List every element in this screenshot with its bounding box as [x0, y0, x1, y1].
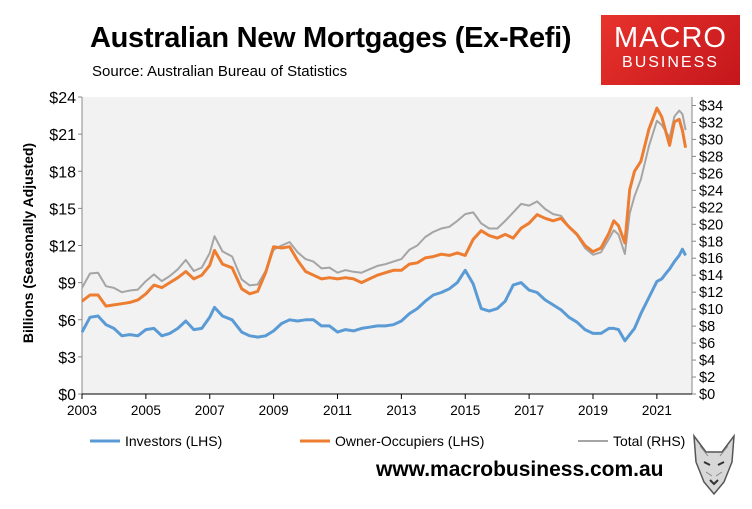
y2-tick-label: $24: [699, 183, 723, 199]
x-tick-label: 2021: [642, 403, 672, 418]
y2-tick-label: $12: [699, 285, 723, 301]
y-tick-label: $18: [49, 164, 76, 181]
y2-tick-label: $32: [699, 115, 723, 131]
chart-source: Source: Australian Bureau of Statistics: [92, 63, 348, 80]
chart-title: Australian New Mortgages (Ex-Refi): [90, 22, 572, 54]
x-tick-label: 2009: [259, 403, 289, 418]
x-tick-label: 2019: [578, 403, 608, 418]
x-tick-label: 2007: [195, 403, 225, 418]
x-tick-label: 2015: [450, 403, 480, 418]
x-tick-label: 2005: [131, 403, 161, 418]
y2-tick-label: $26: [699, 166, 723, 182]
plot-area: [82, 97, 692, 394]
wolf-mascot-icon: [693, 433, 735, 496]
y-tick-label: $6: [58, 313, 76, 330]
website-url: www.macrobusiness.com.au: [376, 458, 664, 481]
y-tick-label: $0: [58, 387, 76, 404]
x-tick-label: 2017: [514, 403, 544, 418]
y2-tick-label: $34: [699, 98, 723, 114]
y2-tick-label: $8: [699, 319, 715, 335]
y2-tick-label: $18: [699, 234, 723, 250]
y2-tick-label: $4: [699, 353, 715, 369]
y2-tick-label: $20: [699, 217, 723, 233]
y2-tick-label: $30: [699, 132, 723, 148]
y-tick-label: $24: [49, 90, 76, 107]
y2-tick-label: $2: [699, 370, 715, 386]
y2-tick-label: $28: [699, 149, 723, 165]
y2-tick-label: $10: [699, 302, 723, 318]
y-tick-label: $9: [58, 276, 76, 293]
macrobusiness-logo: MACRO BUSINESS: [601, 15, 740, 85]
series-line-total-rhs: [81, 109, 687, 294]
y-tick-label: $3: [58, 350, 76, 367]
series-line-investors-lhs: [80, 247, 687, 343]
x-tick-label: 2003: [67, 403, 97, 418]
x-tick-label: 2011: [323, 403, 352, 418]
legend-label: Owner-Occupiers (LHS): [335, 433, 484, 449]
logo-line1: MACRO: [614, 22, 727, 54]
y2-tick-label: $22: [699, 200, 723, 216]
y-tick-label: $15: [49, 201, 76, 218]
logo-line2: BUSINESS: [622, 54, 719, 71]
y2-tick-label: $16: [699, 251, 723, 267]
legend-label: Investors (LHS): [125, 433, 222, 449]
y2-tick-label: $6: [699, 336, 715, 352]
y2-tick-label: $14: [699, 268, 723, 284]
legend-label: Total (RHS): [613, 433, 685, 449]
y-tick-label: $12: [49, 239, 76, 256]
y-tick-label: $21: [49, 127, 76, 144]
y2-tick-label: $0: [699, 387, 715, 403]
series-line-owner-occupiers-lhs: [81, 106, 688, 308]
x-tick-label: 2013: [386, 403, 416, 418]
